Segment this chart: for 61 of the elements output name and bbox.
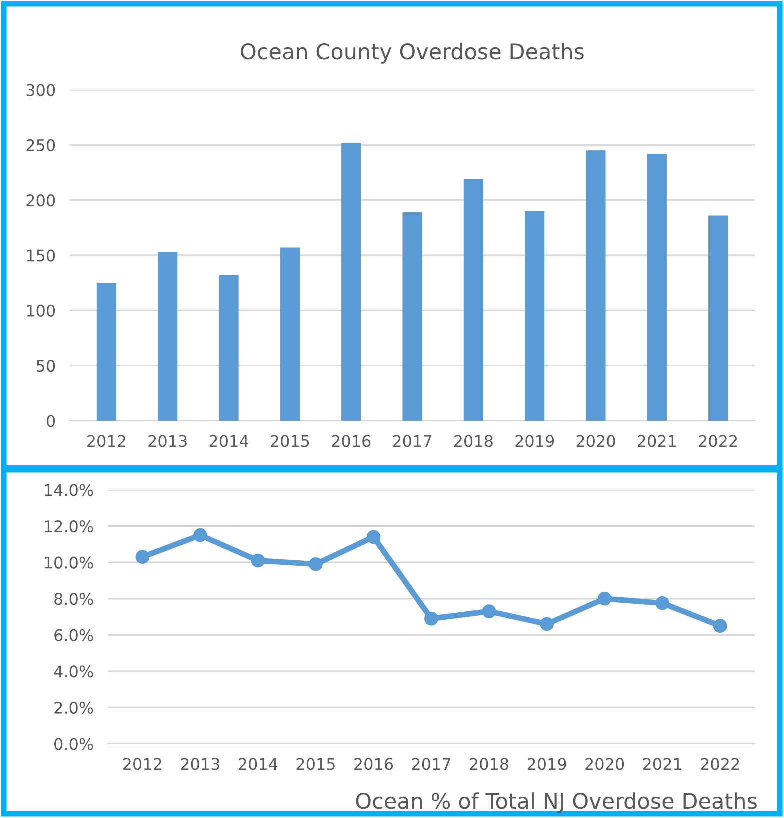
x-tick-label: 2021 xyxy=(643,758,682,770)
y-tick-label: 200 xyxy=(26,194,56,207)
bar xyxy=(96,283,116,421)
y-tick-label: 8.0% xyxy=(54,593,94,606)
x-tick-label: 2014 xyxy=(239,758,278,770)
y-tick-label: 300 xyxy=(26,84,56,96)
x-tick-label: 2017 xyxy=(412,758,450,770)
y-tick-label: 100 xyxy=(27,304,56,317)
y-tick-label: 4.0% xyxy=(54,666,94,678)
point xyxy=(713,619,728,634)
y-tick-label: 6.0% xyxy=(54,629,94,642)
bar xyxy=(158,252,178,421)
chart-title: Ocean County Overdose Deaths xyxy=(241,43,584,64)
x-tick-label: 2013 xyxy=(148,435,187,448)
y-tick-label: 10.0% xyxy=(45,556,94,569)
x-tick-label: 2022 xyxy=(699,435,738,448)
x-tick-label: 2016 xyxy=(332,435,371,448)
y-tick-label: 0 xyxy=(47,415,56,428)
bar xyxy=(280,248,300,421)
bar xyxy=(647,154,667,421)
y-tick-label: 14.0% xyxy=(45,484,94,496)
point xyxy=(540,617,554,632)
x-tick-label: 2020 xyxy=(586,758,624,770)
bar xyxy=(586,150,606,421)
point xyxy=(366,530,381,544)
bar xyxy=(708,216,728,421)
bar xyxy=(402,212,422,421)
point xyxy=(424,612,438,626)
bar xyxy=(342,142,362,421)
x-tick-label: 2018 xyxy=(470,758,508,770)
x-tick-label: 2022 xyxy=(701,758,740,770)
y-tick-label: 0.0% xyxy=(54,738,94,750)
point xyxy=(251,554,266,568)
x-tick-label: 2018 xyxy=(454,435,493,448)
bar xyxy=(464,179,484,421)
x-tick-label: 2017 xyxy=(393,435,432,448)
x-tick-label: 2015 xyxy=(271,435,310,448)
x-tick-label: 2012 xyxy=(124,758,162,770)
x-tick-label: 2015 xyxy=(296,758,335,770)
y-tick-label: 2.0% xyxy=(54,702,94,714)
bar xyxy=(219,275,239,421)
point xyxy=(656,596,670,610)
x-tick-label: 2020 xyxy=(576,435,616,448)
y-tick-label: 250 xyxy=(26,139,56,152)
y-tick-label: 12.0% xyxy=(45,520,94,533)
point xyxy=(482,604,496,618)
x-tick-label: 2014 xyxy=(210,435,248,448)
x-tick-label: 2012 xyxy=(88,435,126,448)
point xyxy=(193,528,208,542)
y-tick-label: 50 xyxy=(37,360,56,372)
x-tick-label: 2021 xyxy=(638,435,676,448)
point xyxy=(598,592,612,606)
text: Ocean % of Total NJ Overdose Deaths xyxy=(356,792,757,814)
point xyxy=(309,557,323,572)
x-tick-label: 2019 xyxy=(528,758,566,770)
x-tick-label: 2019 xyxy=(516,435,554,448)
x-tick-label: 2013 xyxy=(181,758,220,770)
x-tick-label: 2016 xyxy=(354,758,394,770)
y-tick-label: 150 xyxy=(27,250,56,262)
bar xyxy=(525,211,545,421)
point xyxy=(136,550,150,564)
